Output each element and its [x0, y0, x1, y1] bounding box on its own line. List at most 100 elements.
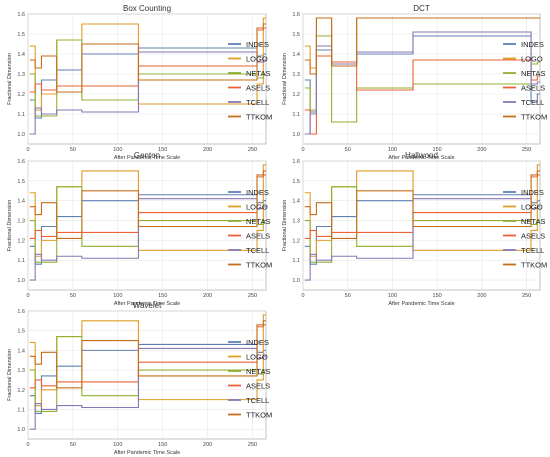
series-line-netas: [29, 39, 266, 117]
x-tick-label: 100: [388, 147, 397, 153]
series-line-netas: [29, 336, 266, 412]
chart-title: Box Counting: [123, 4, 171, 13]
y-tick-label: 1.5: [17, 179, 25, 185]
x-tick-label: 50: [70, 147, 76, 153]
legend-label: NETAS: [246, 217, 270, 226]
series-line-asels: [304, 55, 540, 135]
y-tick-label: 1.0: [17, 278, 25, 284]
x-tick-label: 50: [70, 293, 76, 299]
y-axis-label: Fractional Dimension: [7, 53, 13, 105]
series-line-tcell: [29, 51, 266, 135]
series-line-tcell: [29, 198, 266, 281]
legend: INDES LOGO NETAS ASELS TCELL TTKOM: [228, 188, 272, 270]
series-line-ttkom: [304, 17, 540, 75]
x-tick-label: 200: [203, 293, 212, 299]
series-line-tcell: [304, 198, 540, 281]
series-line-netas: [304, 186, 540, 263]
plot-frame: [27, 160, 267, 291]
x-tick-label: 0: [26, 147, 29, 153]
legend-label: NETAS: [521, 69, 545, 78]
x-tick-label: 250: [248, 293, 257, 299]
legend-label: INDES: [246, 338, 269, 347]
legend: INDES LOGO NETAS ASELS TCELL TTKOM: [228, 40, 272, 122]
y-tick-label: 1.3: [17, 368, 25, 374]
y-tick-label: 1.6: [17, 12, 25, 18]
legend-label: TCELL: [246, 246, 269, 255]
legend-label: LOGO: [246, 353, 268, 362]
legend-label: TTKOM: [246, 113, 272, 122]
x-tick-label: 250: [522, 147, 531, 153]
y-tick-label: 1.6: [292, 12, 300, 18]
legend-label: LOGO: [246, 203, 268, 212]
x-tick-label: 150: [158, 293, 167, 299]
legend-label: NETAS: [246, 69, 270, 78]
y-tick-label: 1.5: [17, 32, 25, 38]
legend-label: TTKOM: [246, 261, 272, 270]
y-tick-label: 1.0: [292, 132, 300, 138]
chart-title: Wavelet: [133, 301, 162, 310]
chart-title: DCT: [413, 4, 430, 13]
legend: INDES LOGO NETAS ASELS TCELL TTKOM: [503, 40, 547, 122]
legend-label: LOGO: [246, 55, 268, 64]
x-tick-label: 200: [477, 147, 486, 153]
y-axis-label: Fractional Dimension: [282, 53, 288, 105]
series-line-logo: [29, 17, 266, 111]
plot-frame: [27, 310, 267, 440]
series-line-ttkom: [29, 23, 266, 93]
series-line-ttkom: [304, 170, 540, 239]
x-tick-label: 0: [301, 147, 304, 153]
x-tick-label: 0: [26, 442, 29, 448]
legend-label: ASELS: [246, 84, 270, 93]
legend-label: TCELL: [246, 98, 269, 107]
y-tick-label: 1.3: [17, 219, 25, 225]
x-tick-label: 100: [388, 293, 397, 299]
series-line-netas: [304, 35, 540, 123]
legend-label: TTKOM: [521, 113, 547, 122]
x-tick-label: 100: [113, 293, 122, 299]
x-axis-label: After Pandemic Time Scale: [114, 301, 180, 307]
chart-panel: 0 50 100 150 200 250 1.0 1.1 1.2 1.3 1.4 1.5 1.6 DCT A…: [282, 4, 547, 161]
y-tick-label: 1.2: [17, 238, 25, 244]
x-tick-label: 0: [26, 293, 29, 299]
y-tick-label: 1.6: [17, 309, 25, 315]
y-tick-label: 1.5: [292, 179, 300, 185]
x-axis-label: After Pandemic Time Scale: [388, 155, 454, 161]
series-line-ttkom: [29, 170, 266, 239]
legend-label: ASELS: [521, 232, 545, 241]
x-tick-label: 100: [113, 442, 122, 448]
y-tick-label: 1.3: [292, 219, 300, 225]
y-tick-label: 1.4: [17, 199, 25, 205]
legend: INDES LOGO NETAS ASELS TCELL TTKOM: [503, 188, 547, 270]
y-tick-label: 1.0: [292, 278, 300, 284]
y-tick-label: 1.2: [17, 92, 25, 98]
x-axis-label: After Pandemic Time Scale: [114, 450, 180, 456]
chart-panel: 0 50 100 150 200 250 1.0 1.1 1.2 1.3 1.4 1.5 1.6 Box …: [7, 4, 272, 161]
x-tick-label: 50: [345, 147, 351, 153]
plot-frame: [27, 13, 267, 145]
y-tick-label: 1.4: [292, 52, 300, 58]
chart-panel: 0 50 100 150 200 250 1.0 1.1 1.2 1.3 1.4 1.5 1.6 Gent…: [7, 151, 272, 307]
series-line-ttkom: [29, 320, 266, 389]
plot-frame: [302, 13, 541, 145]
x-tick-label: 250: [522, 293, 531, 299]
y-tick-label: 1.4: [292, 199, 300, 205]
y-tick-label: 1.1: [17, 112, 25, 118]
legend-label: TCELL: [521, 246, 544, 255]
y-tick-label: 1.1: [292, 112, 300, 118]
legend-label: INDES: [521, 40, 544, 49]
legend-label: TCELL: [246, 396, 269, 405]
series-line-logo: [304, 164, 540, 257]
x-tick-label: 200: [203, 147, 212, 153]
legend-label: ASELS: [246, 232, 270, 241]
plot-frame: [302, 160, 541, 291]
legend-label: ASELS: [246, 382, 270, 391]
legend-label: TTKOM: [246, 411, 272, 420]
x-tick-label: 50: [345, 293, 351, 299]
y-tick-label: 1.4: [17, 52, 25, 58]
chart-title: Genton: [134, 151, 160, 160]
legend-label: NETAS: [521, 217, 545, 226]
x-axis-label: After Pandemic Time Scale: [388, 301, 454, 307]
series-line-logo: [29, 164, 266, 257]
y-tick-label: 1.0: [17, 132, 25, 138]
